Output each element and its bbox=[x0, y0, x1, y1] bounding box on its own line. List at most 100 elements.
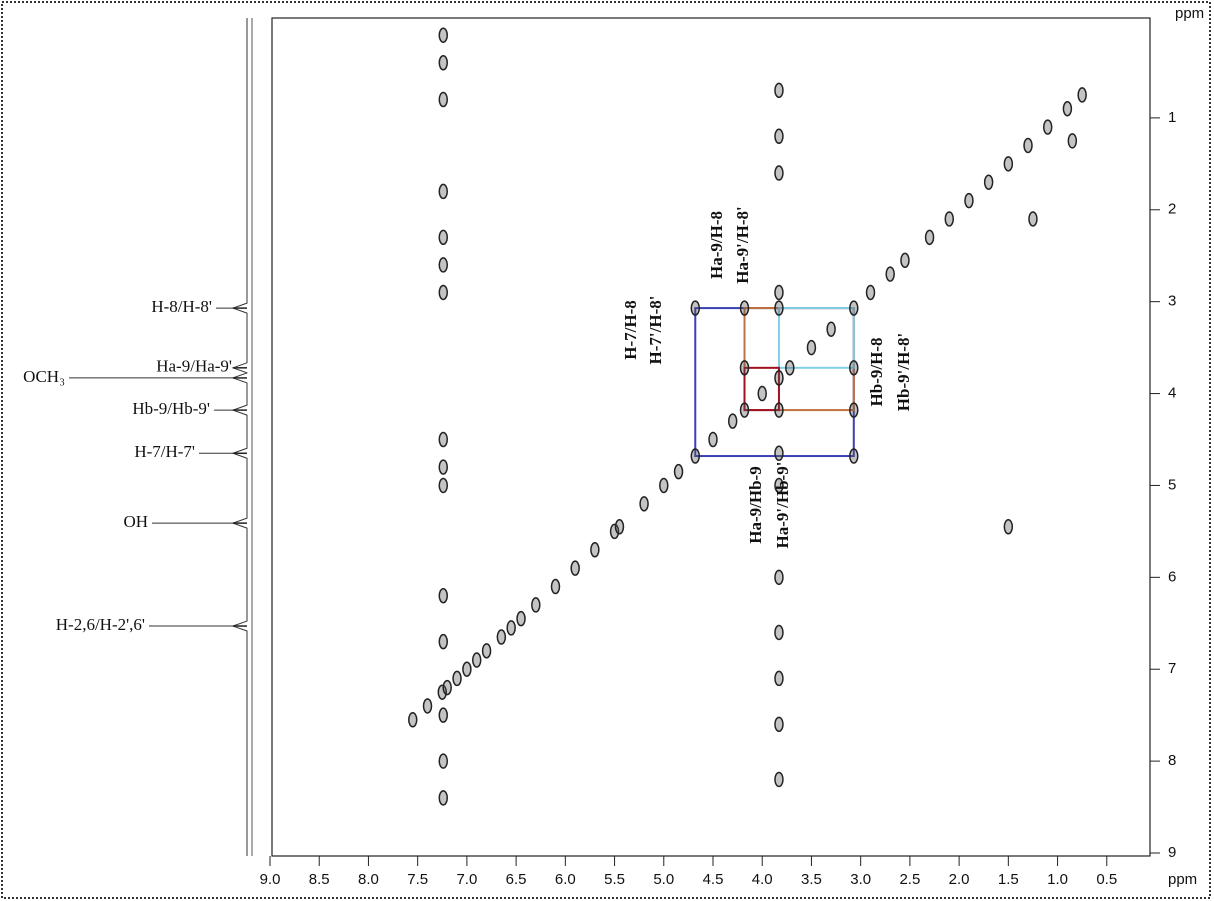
cross-peak bbox=[944, 211, 955, 227]
cross-peak bbox=[690, 448, 701, 464]
x-tick-label: 2.0 bbox=[949, 871, 970, 888]
cross-peak bbox=[964, 192, 974, 209]
cross-peak bbox=[438, 27, 449, 43]
cross-peak bbox=[739, 402, 750, 418]
cross-peak bbox=[673, 463, 684, 480]
plot-frame bbox=[271, 17, 1151, 857]
x-tick-label: 3.5 bbox=[801, 871, 822, 888]
cross-peak bbox=[774, 284, 784, 301]
cross-peak bbox=[806, 339, 817, 356]
x-tick-label: 0.5 bbox=[1096, 871, 1117, 888]
cross-peak bbox=[438, 55, 449, 71]
y-tick-label: 5 bbox=[1168, 476, 1176, 493]
cross-peak bbox=[774, 477, 784, 494]
cross-peak bbox=[1067, 133, 1078, 149]
cross-peak bbox=[690, 300, 701, 316]
cross-peak bbox=[506, 620, 516, 636]
cross-peak bbox=[739, 360, 750, 376]
y-tick-label: 8 bbox=[1168, 752, 1176, 769]
cross-peak bbox=[422, 698, 433, 714]
x-tick-label: 1.0 bbox=[1047, 871, 1068, 888]
cross-peak bbox=[774, 82, 784, 99]
projection-label: OCH₃ bbox=[23, 367, 65, 386]
cross-peak bbox=[900, 252, 910, 269]
x-tick-label: 5.5 bbox=[604, 871, 625, 888]
peak-annotation: Ha-9/Hb-9 bbox=[746, 466, 765, 543]
cross-peak bbox=[550, 578, 561, 595]
projection-label: OH bbox=[123, 512, 148, 531]
x-tick-label: 6.0 bbox=[555, 871, 576, 888]
cross-peak bbox=[774, 624, 784, 641]
cross-peak bbox=[849, 300, 859, 316]
cross-peak bbox=[774, 128, 784, 145]
correlation-box bbox=[777, 307, 855, 369]
cross-peak bbox=[826, 321, 836, 337]
projection-label: Hb-9/Hb-9' bbox=[132, 399, 210, 418]
cross-peak bbox=[438, 587, 449, 604]
x-tick-label: 6.5 bbox=[506, 871, 527, 888]
y-tick-label: 4 bbox=[1168, 385, 1176, 402]
cross-peak bbox=[1003, 156, 1014, 172]
cross-peak bbox=[924, 229, 935, 246]
cross-peak bbox=[774, 716, 784, 733]
cross-peak bbox=[885, 266, 895, 282]
x-tick-label: 8.0 bbox=[358, 871, 379, 888]
cross-peak bbox=[481, 643, 492, 659]
peak-annotation: Hb-9/H-8 bbox=[867, 338, 886, 407]
projection-label: H-2,6/H-2',6' bbox=[56, 615, 145, 634]
cross-peak bbox=[774, 402, 784, 418]
cross-peak bbox=[639, 496, 649, 512]
cross-peak bbox=[1028, 211, 1038, 227]
projection-label: H-8/H-8' bbox=[151, 297, 212, 316]
cross-peak bbox=[739, 300, 750, 316]
cross-peak bbox=[1042, 119, 1053, 135]
cross-peak bbox=[785, 360, 795, 376]
cross-peak bbox=[516, 610, 526, 627]
cross-peak bbox=[708, 431, 718, 448]
peak-annotation: H-7/H-8 bbox=[621, 300, 640, 360]
cross-peak bbox=[774, 300, 784, 316]
cross-peak bbox=[590, 542, 600, 558]
x-tick-label: 7.5 bbox=[407, 871, 428, 888]
cross-peak bbox=[849, 402, 859, 418]
cross-peak bbox=[774, 165, 784, 181]
cross-peak bbox=[438, 431, 449, 448]
cross-peak bbox=[849, 360, 859, 376]
cross-peak bbox=[438, 183, 449, 200]
cross-peak bbox=[438, 633, 449, 650]
cross-peak bbox=[462, 661, 472, 677]
cross-peak bbox=[437, 684, 448, 700]
x-tick-label: 5.0 bbox=[653, 871, 674, 888]
peak-annotation: Hb-9'/H-8' bbox=[894, 333, 913, 411]
correlation-box bbox=[743, 366, 780, 412]
x-tick-label: 3.0 bbox=[850, 871, 871, 888]
cross-peak bbox=[570, 560, 580, 576]
cross-peak bbox=[609, 523, 620, 540]
cross-peak bbox=[1062, 100, 1073, 117]
peak-annotation: Ha-9'/H-8' bbox=[733, 206, 752, 283]
peak-annotation: Ha-9/H-8 bbox=[707, 211, 726, 279]
cross-peak bbox=[452, 670, 462, 687]
cross-peak bbox=[727, 413, 738, 429]
cross-peak bbox=[774, 569, 784, 586]
x-tick-label: 4.5 bbox=[703, 871, 724, 888]
x-tick-label: 2.5 bbox=[899, 871, 920, 888]
cross-peak bbox=[496, 629, 507, 645]
peak-annotation: Ha-9'/Hb-9' bbox=[773, 462, 792, 549]
cross-peak bbox=[774, 771, 784, 788]
cross-peak bbox=[438, 284, 449, 301]
y-axis-label: ppm bbox=[1175, 5, 1204, 22]
cross-peak bbox=[614, 519, 625, 535]
cross-peak bbox=[438, 459, 449, 475]
projection-label: H-7/H-7' bbox=[134, 442, 195, 461]
x-tick-label: 9.0 bbox=[260, 871, 281, 888]
cross-peak bbox=[438, 753, 449, 769]
projection-label: Ha-9/Ha-9' bbox=[156, 357, 232, 376]
y-tick-label: 9 bbox=[1168, 844, 1176, 861]
y-tick-label: 7 bbox=[1168, 660, 1176, 677]
cross-peak bbox=[407, 712, 418, 728]
cross-peak bbox=[774, 670, 784, 687]
x-tick-label: 4.0 bbox=[752, 871, 773, 888]
cross-peak bbox=[438, 91, 449, 108]
